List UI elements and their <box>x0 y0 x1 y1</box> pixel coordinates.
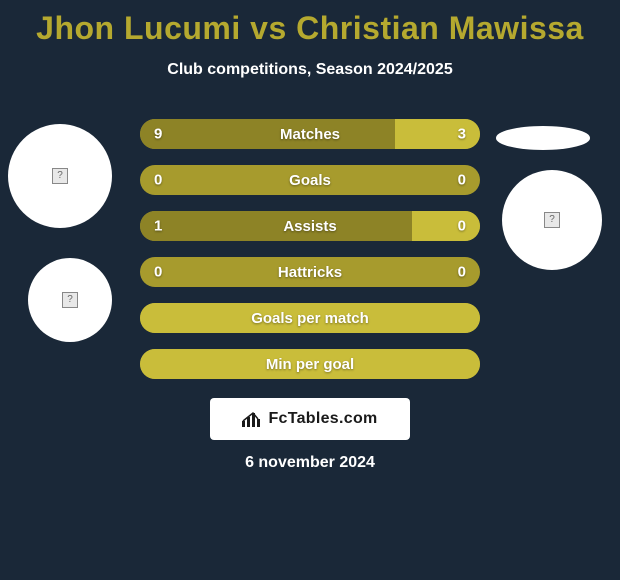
brand-badge: FcTables.com <box>210 398 410 440</box>
stat-row: Hattricks 0 0 <box>140 257 480 287</box>
player-right-photo <box>496 126 590 150</box>
stat-value-right: 3 <box>458 126 466 143</box>
stat-value-left: 1 <box>154 218 162 235</box>
chart-icon <box>242 411 262 427</box>
stat-value-left: 0 <box>154 264 162 281</box>
stat-right-fill <box>395 119 480 149</box>
stat-row: Goals per match <box>140 303 480 333</box>
stat-label: Min per goal <box>266 356 354 373</box>
stat-left-fill <box>140 211 412 241</box>
stat-label: Assists <box>283 218 336 235</box>
team-right-badge: ? <box>502 170 602 270</box>
page-title: Jhon Lucumi vs Christian Mawissa <box>0 0 620 47</box>
team-left-badge: ? <box>28 258 112 342</box>
stat-row: Goals 0 0 <box>140 165 480 195</box>
stat-right-fill <box>412 211 480 241</box>
stat-row: Matches 9 3 <box>140 119 480 149</box>
date-text: 6 november 2024 <box>0 454 620 472</box>
stat-value-right: 0 <box>458 218 466 235</box>
stat-value-right: 0 <box>458 172 466 189</box>
stat-label: Goals <box>289 172 331 189</box>
stat-value-left: 9 <box>154 126 162 143</box>
stat-row: Min per goal <box>140 349 480 379</box>
stat-value-right: 0 <box>458 264 466 281</box>
stat-label: Matches <box>280 126 340 143</box>
subtitle: Club competitions, Season 2024/2025 <box>0 61 620 79</box>
player-left-photo: ? <box>8 124 112 228</box>
stat-label: Goals per match <box>251 310 369 327</box>
stat-value-left: 0 <box>154 172 162 189</box>
stat-row: Assists 1 0 <box>140 211 480 241</box>
brand-text: FcTables.com <box>268 410 377 428</box>
stat-label: Hattricks <box>278 264 342 281</box>
stat-left-fill <box>140 119 395 149</box>
